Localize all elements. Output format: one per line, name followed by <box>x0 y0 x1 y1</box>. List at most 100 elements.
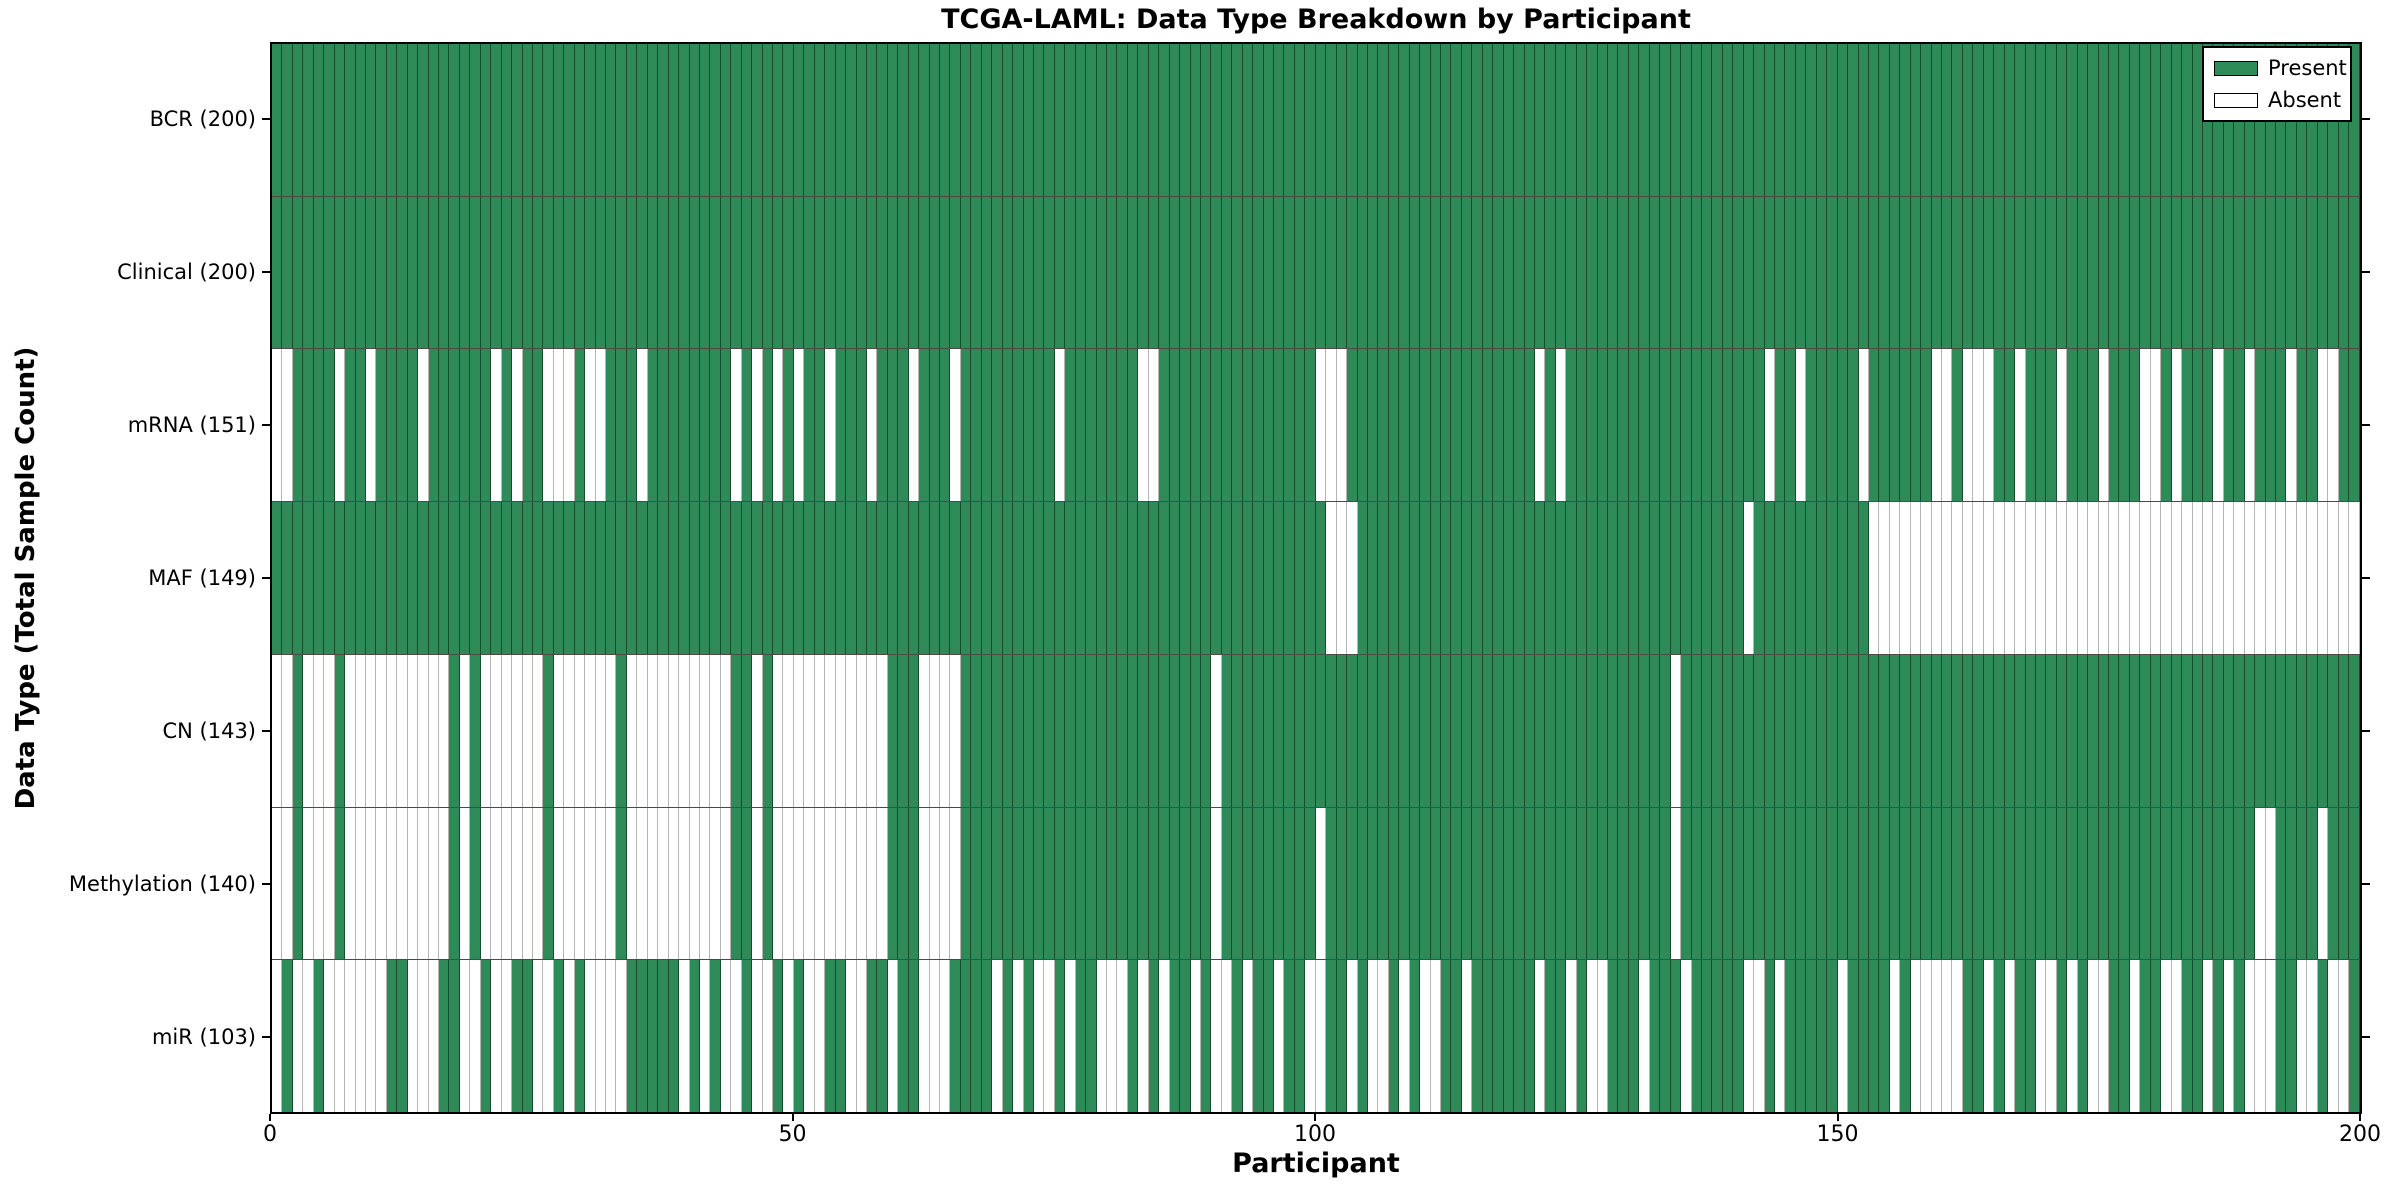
heatmap-cell <box>272 349 283 502</box>
heatmap-cell <box>1336 44 1348 196</box>
heatmap-cell <box>1138 44 1149 196</box>
heatmap-cell <box>355 807 366 960</box>
heatmap-cell <box>1848 349 1859 502</box>
heatmap-cell <box>512 44 523 196</box>
heatmap-cell <box>2098 960 2109 1113</box>
heatmap-cell <box>2307 960 2318 1113</box>
heatmap-cell <box>1670 960 1682 1113</box>
heatmap-cell <box>1388 807 1400 960</box>
heatmap-cell <box>1889 349 1901 502</box>
heatmap-cell <box>1159 502 1170 654</box>
heatmap-cell <box>1733 196 1744 349</box>
heatmap-cell <box>1639 196 1650 349</box>
heatmap-cell <box>564 807 575 960</box>
heatmap-cell <box>1816 807 1828 960</box>
heatmap-cell <box>835 807 847 960</box>
heatmap-cell <box>637 196 648 349</box>
heatmap-cell <box>1921 502 1932 654</box>
heatmap-cell <box>553 960 565 1113</box>
heatmap-cell <box>1931 502 1942 654</box>
heatmap-cell <box>1221 502 1233 654</box>
heatmap-cell <box>2182 654 2193 807</box>
heatmap-cell <box>1002 502 1014 654</box>
heatmap-cell <box>1754 196 1765 349</box>
heatmap-cell <box>1420 349 1431 502</box>
heatmap-cell <box>1096 960 1107 1113</box>
heatmap-cell <box>1858 654 1869 807</box>
heatmap-cell <box>428 196 439 349</box>
heatmap-cell <box>1649 349 1661 502</box>
heatmap-cell <box>334 196 346 349</box>
heatmap-cell <box>1910 960 1922 1113</box>
heatmap-row-CN <box>272 654 2360 808</box>
heatmap-cell <box>1242 502 1254 654</box>
heatmap-cell <box>2119 654 2130 807</box>
heatmap-cell <box>637 807 648 960</box>
heatmap-cell <box>532 196 544 349</box>
heatmap-cell <box>2150 349 2162 502</box>
heatmap-cell <box>1994 960 2005 1113</box>
y-tick-right <box>2362 730 2370 733</box>
heatmap-cell <box>2338 654 2350 807</box>
heatmap-cell <box>1482 502 1494 654</box>
heatmap-cell <box>1441 960 1452 1113</box>
heatmap-cell <box>971 44 982 196</box>
heatmap-cell <box>2140 349 2151 502</box>
heatmap-cell <box>825 196 836 349</box>
heatmap-cell <box>1764 196 1775 349</box>
heatmap-cell <box>303 654 314 807</box>
heatmap-cell <box>376 502 387 654</box>
heatmap-cell <box>814 654 826 807</box>
heatmap-cell <box>846 349 857 502</box>
heatmap-cell <box>1931 349 1942 502</box>
heatmap-cell <box>522 502 533 654</box>
heatmap-cell <box>2098 654 2109 807</box>
heatmap-cell <box>1649 654 1661 807</box>
heatmap-cell <box>1983 196 1995 349</box>
heatmap-cell <box>2077 502 2089 654</box>
heatmap-cell <box>1608 502 1619 654</box>
heatmap-cell <box>397 44 408 196</box>
heatmap-cell <box>2265 960 2276 1113</box>
heatmap-cell <box>1190 44 1201 196</box>
heatmap-cell <box>856 807 867 960</box>
heatmap-cell <box>1294 44 1306 196</box>
heatmap-cell <box>1211 502 1222 654</box>
heatmap-cell <box>1242 654 1254 807</box>
heatmap-cell <box>1117 960 1128 1113</box>
heatmap-cell <box>720 349 732 502</box>
heatmap-cell <box>1148 196 1160 349</box>
heatmap-cell <box>1253 196 1264 349</box>
heatmap-cell <box>1347 654 1358 807</box>
heatmap-cell <box>2004 349 2016 502</box>
heatmap-cell <box>2004 807 2016 960</box>
heatmap-cell <box>1430 807 1441 960</box>
heatmap-cell <box>1514 44 1525 196</box>
heatmap-cell <box>971 960 982 1113</box>
heatmap-cell <box>2056 807 2068 960</box>
heatmap-cell <box>1785 349 1796 502</box>
heatmap-cell <box>543 349 554 502</box>
heatmap-cell <box>1514 196 1525 349</box>
heatmap-cell <box>1639 44 1650 196</box>
heatmap-cell <box>1242 807 1254 960</box>
heatmap-cell <box>950 44 961 196</box>
heatmap-cell <box>679 349 690 502</box>
heatmap-cell <box>668 502 680 654</box>
y-tick-right <box>2362 577 2370 579</box>
heatmap-cell <box>532 960 544 1113</box>
heatmap-cell <box>2077 654 2089 807</box>
heatmap-cell <box>2150 960 2162 1113</box>
heatmap-cell <box>1628 654 1640 807</box>
heatmap-cell <box>1211 196 1222 349</box>
heatmap-cell <box>1555 654 1567 807</box>
heatmap-cell <box>710 196 721 349</box>
heatmap-cell <box>1232 654 1243 807</box>
heatmap-cell <box>2349 807 2360 960</box>
heatmap-cell <box>1336 349 1348 502</box>
heatmap-cell <box>773 807 784 960</box>
heatmap-cell <box>1013 807 1024 960</box>
heatmap-cell <box>292 960 304 1113</box>
heatmap-cell <box>2223 654 2235 807</box>
heatmap-cell <box>814 807 826 960</box>
